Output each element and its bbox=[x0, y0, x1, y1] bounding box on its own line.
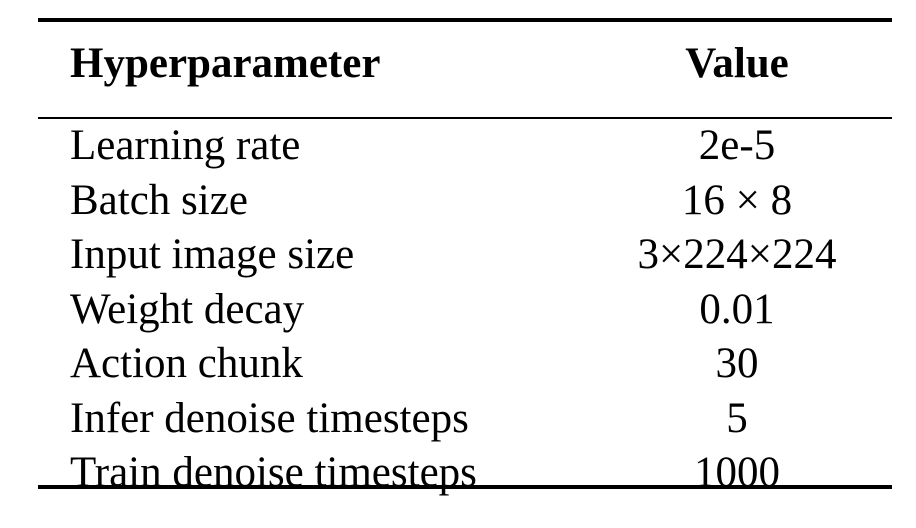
cell-value: 2e-5 bbox=[698, 122, 776, 169]
cell-value: 30 bbox=[715, 340, 759, 387]
table-row: Learning rate 2e-5 bbox=[0, 118, 916, 173]
cell-value: 3×224×224 bbox=[637, 231, 837, 278]
table-row: Action chunk 30 bbox=[0, 336, 916, 391]
table-row: Train denoise timesteps 1000 bbox=[0, 445, 916, 500]
cell-hyperparameter: Infer denoise timesteps bbox=[70, 394, 469, 442]
header-row: Hyperparameter Value bbox=[0, 36, 916, 91]
cell-hyperparameter: Weight decay bbox=[70, 285, 305, 333]
cell-hyperparameter: Action chunk bbox=[70, 340, 303, 387]
table-row: Infer denoise timesteps 5 bbox=[0, 391, 916, 446]
cell-hyperparameter: Batch size bbox=[70, 176, 248, 224]
cell-value: 1000 bbox=[694, 449, 780, 496]
header-rule bbox=[38, 117, 892, 119]
header-hyperparameter: Hyperparameter bbox=[70, 40, 381, 87]
table-row: Weight decay 0.01 bbox=[0, 282, 916, 337]
cell-hyperparameter: Learning rate bbox=[70, 122, 301, 169]
bottom-rule bbox=[38, 485, 892, 489]
cell-value: 0.01 bbox=[699, 285, 775, 333]
cell-hyperparameter: Input image size bbox=[70, 231, 355, 278]
header-value: Value bbox=[685, 40, 789, 87]
cell-value: 16 × 8 bbox=[681, 176, 793, 224]
cell-hyperparameter: Train denoise timesteps bbox=[70, 449, 477, 496]
cell-value: 5 bbox=[726, 394, 748, 442]
table-row: Batch size 16 × 8 bbox=[0, 173, 916, 228]
top-rule bbox=[38, 18, 892, 22]
table-row: Input image size 3×224×224 bbox=[0, 227, 916, 282]
